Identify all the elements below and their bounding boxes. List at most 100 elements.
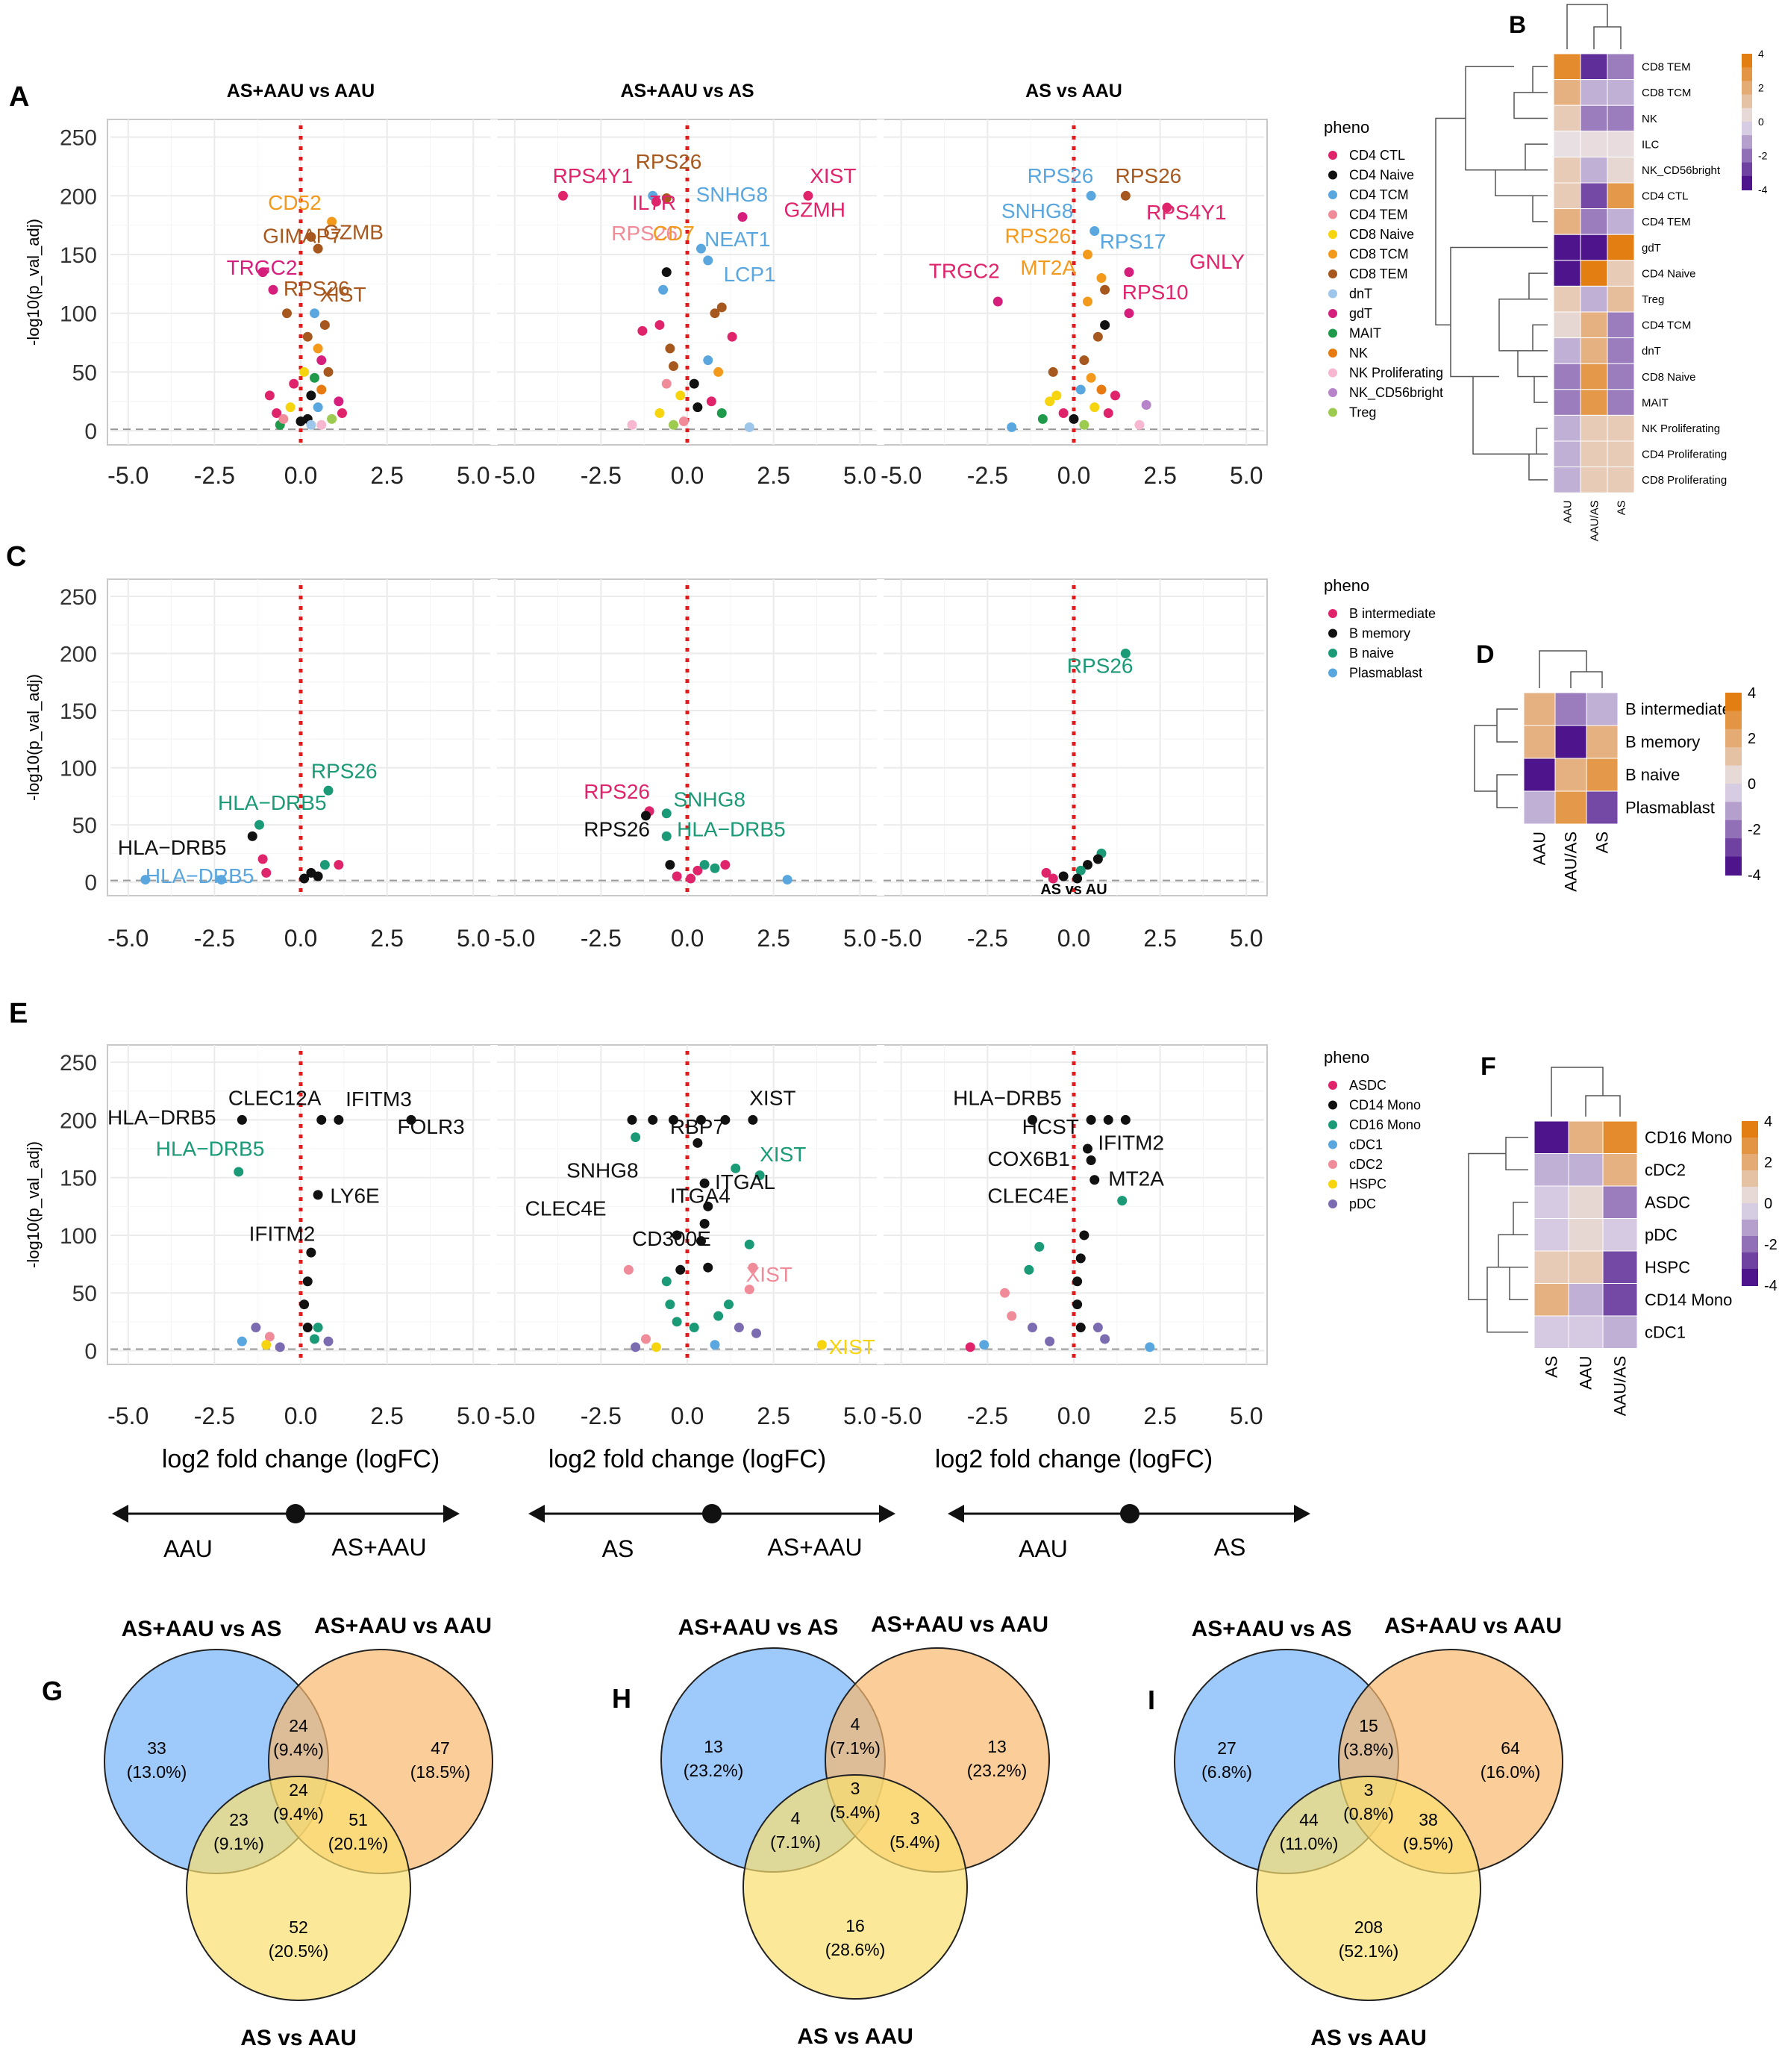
- data-point: [234, 1167, 244, 1177]
- color-legend-tick: 2: [1764, 1155, 1772, 1171]
- venn-count: 47: [431, 1738, 450, 1758]
- column-label: AS: [1593, 831, 1612, 853]
- legend-swatch: [1328, 349, 1337, 358]
- data-point: [675, 1264, 686, 1275]
- data-point: [669, 419, 678, 430]
- legend-swatch: [1328, 628, 1337, 638]
- gene-label: XIST: [746, 1263, 792, 1286]
- y-tick-label: 150: [60, 699, 97, 724]
- x-tick-label: -2.5: [194, 1402, 235, 1429]
- gene-label: XIST: [319, 283, 366, 306]
- gene-label: IFITM2: [1098, 1132, 1164, 1155]
- arrow-head-left: [528, 1505, 545, 1523]
- y-axis-label: -log10(p_val_adj): [24, 219, 43, 346]
- data-point: [1034, 1241, 1045, 1252]
- x-tick-label: 2.5: [370, 925, 403, 952]
- heatmap-cell: [1568, 1283, 1604, 1317]
- data-point: [1058, 408, 1069, 419]
- data-point: [319, 860, 330, 870]
- data-point: [313, 1323, 323, 1333]
- heatmap-cell: [1553, 466, 1581, 493]
- data-point: [1083, 296, 1092, 307]
- panel-letter-d: D: [1476, 640, 1495, 669]
- gene-label: GZMH: [784, 199, 845, 222]
- data-point: [627, 1114, 637, 1125]
- direction-label-left: AAU: [163, 1535, 213, 1562]
- x-tick-label: -2.5: [581, 1402, 622, 1429]
- data-point: [558, 190, 568, 201]
- legend-swatch: [1328, 1100, 1337, 1110]
- x-tick-label: -5.0: [881, 1402, 922, 1429]
- legend-swatch: [1328, 649, 1337, 658]
- color-legend-step: [1742, 1203, 1758, 1220]
- legend-title: pheno: [1324, 1048, 1369, 1067]
- color-legend-tick: -2: [1748, 822, 1761, 838]
- data-point: [689, 378, 699, 389]
- x-tick-label: -2.5: [194, 925, 235, 952]
- data-point: [654, 319, 665, 330]
- gene-label: SNHG8: [674, 788, 745, 811]
- color-legend-step: [1742, 81, 1752, 96]
- legend-title: pheno: [1324, 118, 1369, 137]
- data-point: [710, 308, 720, 319]
- color-legend-step: [1742, 67, 1752, 82]
- data-point: [1120, 648, 1131, 658]
- column-label: AAU/AS: [1588, 500, 1601, 541]
- x-tick-label: 0.0: [1057, 1402, 1090, 1429]
- x-tick-label: -5.0: [881, 462, 922, 489]
- legend-item-label: B intermediate: [1349, 606, 1436, 621]
- row-label: ASDC: [1645, 1193, 1690, 1211]
- venn-count: 15: [1359, 1716, 1378, 1735]
- data-point: [699, 860, 710, 870]
- data-point: [686, 873, 696, 884]
- x-tick-label: 2.5: [1143, 1402, 1176, 1429]
- x-tick-label: 0.0: [671, 1402, 704, 1429]
- x-tick-label: 0.0: [671, 462, 704, 489]
- venn-percent: (11.0%): [1280, 1834, 1339, 1853]
- gene-label: FOLR3: [398, 1115, 465, 1138]
- row-dendrogram-branch: [1474, 725, 1497, 792]
- venn-count: 4: [851, 1714, 860, 1734]
- data-point: [140, 875, 151, 885]
- y-tick-label: 100: [60, 302, 97, 327]
- data-point: [1145, 1342, 1155, 1352]
- row-label: CD4 CTL: [1642, 190, 1689, 203]
- heatmap-cell: [1580, 182, 1608, 210]
- venn-percent: (7.1%): [830, 1738, 881, 1758]
- heatmap-cell: [1553, 260, 1581, 287]
- data-point: [631, 1342, 641, 1352]
- data-point: [275, 1342, 285, 1352]
- legend-item-label: NK_CD56bright: [1349, 385, 1443, 401]
- gene-label: CLEC12A: [228, 1086, 322, 1109]
- heatmap-cell: [1607, 53, 1635, 81]
- legend-item-label: NK Proliferating: [1349, 366, 1443, 381]
- arrow-head-right: [443, 1505, 460, 1523]
- gene-label: IFITM2: [249, 1223, 316, 1246]
- heatmap-cell: [1553, 234, 1581, 261]
- data-point: [302, 1276, 313, 1287]
- row-label: Plasmablast: [1625, 799, 1715, 817]
- heatmap-cell: [1553, 104, 1581, 132]
- data-point: [264, 1332, 275, 1342]
- data-point: [1100, 284, 1110, 295]
- x-tick-label: 0.0: [671, 925, 704, 952]
- data-point: [1069, 414, 1079, 424]
- panel-letter-h: H: [612, 1683, 631, 1714]
- gene-label: RPS10: [1122, 281, 1189, 304]
- venn-percent: (52.1%): [1339, 1941, 1399, 1961]
- data-point: [1100, 319, 1110, 330]
- heatmap-cell: [1523, 790, 1556, 825]
- gene-label: IL7R: [632, 191, 676, 214]
- data-point: [689, 1323, 699, 1333]
- data-point: [1096, 272, 1107, 283]
- gene-label: HLA−DRB5: [146, 864, 254, 887]
- data-point: [1037, 414, 1048, 424]
- color-legend-step: [1742, 1269, 1758, 1286]
- color-legend-step: [1742, 1236, 1758, 1253]
- y-tick-label: 100: [60, 757, 97, 781]
- heatmap-panel-f: CD16 Mono cDC2 ASDC pDC HSPC CD14 Mono cDC1 AS A…: [1468, 1067, 1778, 1416]
- data-point: [703, 1201, 713, 1211]
- row-dendrogram-branch: [1536, 427, 1548, 455]
- data-point: [299, 873, 310, 884]
- x-tick-label: 2.5: [1143, 925, 1176, 952]
